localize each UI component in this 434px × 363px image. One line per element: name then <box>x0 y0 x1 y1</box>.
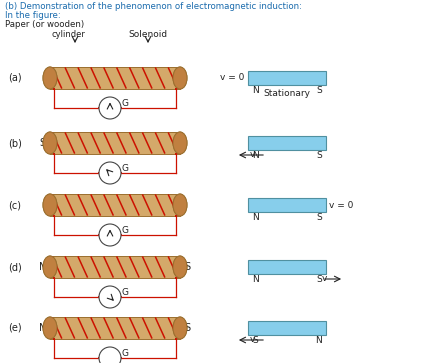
Ellipse shape <box>173 67 187 89</box>
Text: v = 0: v = 0 <box>328 200 352 209</box>
Text: cylinder: cylinder <box>51 30 85 39</box>
Bar <box>98 172 100 174</box>
Bar <box>174 88 177 90</box>
Ellipse shape <box>173 256 187 278</box>
Ellipse shape <box>173 194 187 216</box>
Bar <box>50 194 180 216</box>
Ellipse shape <box>173 132 187 154</box>
Bar <box>247 260 325 274</box>
Bar <box>98 234 100 236</box>
Text: (b) Demonstration of the phenomenon of electromagnetic induction:: (b) Demonstration of the phenomenon of e… <box>5 2 301 11</box>
Bar <box>174 277 177 279</box>
Text: (b): (b) <box>8 138 22 148</box>
Bar <box>119 296 122 298</box>
Bar <box>98 296 100 298</box>
Ellipse shape <box>173 317 187 339</box>
Text: (a): (a) <box>8 73 22 83</box>
Bar <box>53 338 55 340</box>
Text: G: G <box>122 226 129 235</box>
Bar <box>53 153 55 155</box>
Circle shape <box>99 97 121 119</box>
Bar <box>53 215 55 217</box>
Ellipse shape <box>173 132 187 154</box>
Bar <box>247 136 325 150</box>
Circle shape <box>99 347 121 363</box>
Text: Paper (or wooden): Paper (or wooden) <box>5 20 84 29</box>
Text: S: S <box>316 151 321 160</box>
Bar <box>174 338 177 340</box>
Ellipse shape <box>173 67 187 89</box>
Bar <box>98 107 100 109</box>
Text: G: G <box>122 99 129 108</box>
Text: N: N <box>315 336 321 345</box>
Bar <box>98 357 100 359</box>
Text: Solenoid: Solenoid <box>128 30 167 39</box>
Circle shape <box>99 162 121 184</box>
Text: v: v <box>250 150 255 159</box>
Ellipse shape <box>43 194 57 216</box>
Bar <box>119 107 122 109</box>
Text: S: S <box>40 138 46 148</box>
Text: N: N <box>251 151 258 160</box>
Bar <box>50 67 180 89</box>
Bar <box>50 256 180 278</box>
Text: G: G <box>122 164 129 173</box>
Text: (c): (c) <box>8 200 21 210</box>
Text: N: N <box>251 275 258 284</box>
Bar <box>174 153 177 155</box>
Ellipse shape <box>173 317 187 339</box>
Text: G: G <box>122 349 129 358</box>
Ellipse shape <box>43 256 57 278</box>
Bar <box>119 172 122 174</box>
Ellipse shape <box>43 317 57 339</box>
Text: v: v <box>321 274 327 283</box>
Text: N: N <box>39 262 46 272</box>
Text: N: N <box>39 323 46 333</box>
Bar <box>53 277 55 279</box>
Text: (e): (e) <box>8 323 22 333</box>
Bar <box>53 88 55 90</box>
Ellipse shape <box>43 317 57 339</box>
Bar <box>174 215 177 217</box>
Bar <box>247 71 325 85</box>
Text: S: S <box>184 262 190 272</box>
Circle shape <box>99 224 121 246</box>
Text: N: N <box>251 213 258 222</box>
Text: G: G <box>122 288 129 297</box>
Text: S: S <box>251 336 257 345</box>
Bar <box>119 357 122 359</box>
Text: (d): (d) <box>8 262 22 272</box>
Text: v = 0: v = 0 <box>219 73 243 82</box>
Bar <box>247 198 325 212</box>
Ellipse shape <box>43 67 57 89</box>
Ellipse shape <box>43 256 57 278</box>
Text: Stationary: Stationary <box>263 89 310 98</box>
Text: N: N <box>251 86 258 95</box>
Ellipse shape <box>43 132 57 154</box>
Ellipse shape <box>43 67 57 89</box>
Text: S: S <box>316 213 321 222</box>
Ellipse shape <box>43 132 57 154</box>
Text: S: S <box>316 275 321 284</box>
Bar <box>50 132 180 154</box>
Ellipse shape <box>43 194 57 216</box>
Ellipse shape <box>173 194 187 216</box>
Text: In the figure:: In the figure: <box>5 11 61 20</box>
Bar <box>247 321 325 335</box>
Bar <box>119 234 122 236</box>
Text: S: S <box>316 86 321 95</box>
Text: S: S <box>184 323 190 333</box>
Text: v: v <box>250 335 255 344</box>
Ellipse shape <box>173 256 187 278</box>
Circle shape <box>99 286 121 308</box>
Bar <box>50 317 180 339</box>
